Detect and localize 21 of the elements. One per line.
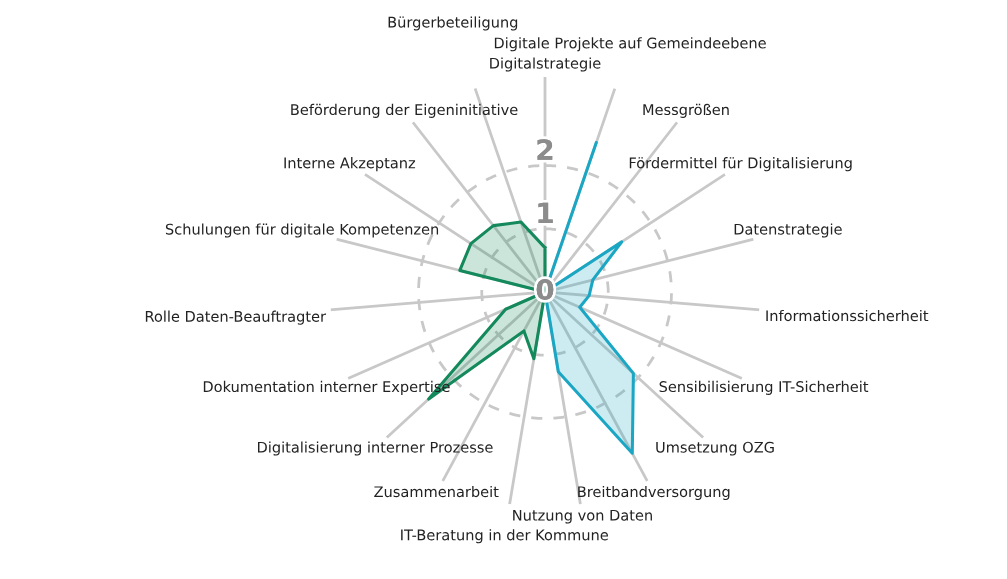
spoke-label: Nutzung von Daten bbox=[513, 509, 652, 524]
spoke-label: Bürgerbeteiligung bbox=[388, 16, 518, 31]
spoke-label: Digitalisierung interner Prozesse bbox=[258, 441, 493, 456]
spoke-label: Datenstrategie bbox=[734, 223, 842, 238]
y-tick-label: 0 bbox=[536, 279, 554, 301]
spoke-label: Umsetzung OZG bbox=[656, 441, 774, 456]
spoke-label: Informationssicherheit bbox=[766, 309, 929, 322]
spoke-label: Fördermittel für Digitalisierung bbox=[629, 157, 852, 172]
spoke-label: Schulungen für digitale Kompetenzen bbox=[165, 223, 439, 238]
spoke-label: Beförderung der Eigeninitiative bbox=[291, 103, 518, 118]
y-tick-label: 1 bbox=[538, 202, 553, 223]
spoke-label: Digitale Projekte auf Gemeindeebene bbox=[494, 37, 766, 52]
spoke-label: Rolle Daten-Beauftragter bbox=[145, 310, 327, 325]
y-tick-label: 2 bbox=[537, 139, 553, 160]
spoke-label: Interne Akzeptanz bbox=[284, 157, 416, 172]
spoke-label: IT-Beratung in der Kommune bbox=[401, 529, 608, 544]
spoke-label: Breitbandversorgung bbox=[578, 485, 730, 501]
spoke-label: Digitalstrategie bbox=[490, 57, 601, 72]
spoke-label: Zusammenarbeit bbox=[374, 485, 499, 498]
spoke-label: Messgrößen bbox=[643, 103, 729, 118]
spoke-label: Sensibilisierung IT-Sicherheit bbox=[659, 380, 869, 395]
